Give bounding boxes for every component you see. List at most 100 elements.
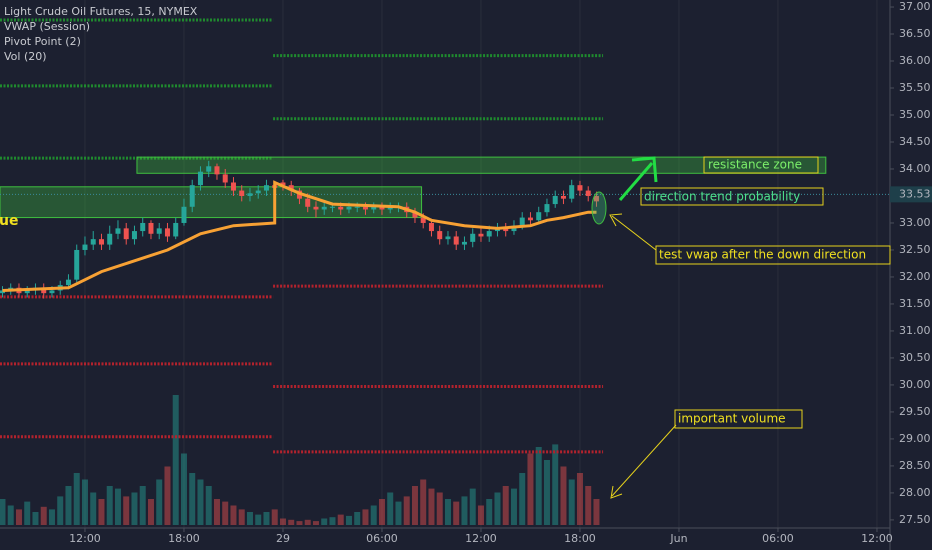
x-tick-label: 12:00 [69,532,101,545]
volume-bar [329,517,336,525]
volume-bar [411,486,418,525]
volume-bar [585,486,592,525]
zone [0,186,423,219]
volume-bar [288,519,295,525]
volume-bar [222,501,229,525]
volume-bar [279,518,286,525]
volume-bar [337,514,344,525]
candle-body [98,239,104,245]
annotation: important volume [678,412,786,426]
volume-bar [73,473,80,525]
candle-body [486,231,492,237]
candle-body [461,241,467,245]
volume-bar [189,473,196,525]
volume-bar [106,486,113,525]
volume-bar [560,466,567,525]
arrow [618,162,654,201]
volume-bar [403,496,410,525]
volume-bar [444,499,451,525]
volume-bar [387,492,394,525]
volume-bar [527,453,534,525]
arrow-head [631,156,658,183]
volume-bar [32,512,39,525]
legend-entry: Pivot Point (2) [4,35,81,48]
volume-bar [123,496,130,525]
candle-body [107,233,113,245]
y-tick-label: 29.00 [899,432,931,445]
volume-bar [477,505,484,525]
arrow [611,215,657,251]
volume-bar [510,488,517,525]
candle-body [230,182,236,191]
annotation-box [655,245,891,265]
candle-body [82,244,88,250]
volume-bar [312,521,319,525]
candle-body [445,236,451,240]
volume-bar [263,512,270,525]
candle-body [24,290,30,294]
volume-bar [576,473,583,525]
y-tick-label: 27.50 [899,513,931,526]
candle-body [519,217,525,226]
volume-bar [90,492,97,525]
candle-body [173,222,179,237]
candle-body [0,290,5,294]
plot-area [0,18,890,525]
candle-body [181,206,187,223]
candle-body [305,198,311,207]
volume-bar [535,447,542,525]
y-tick-label: 35.00 [899,108,931,121]
volume-bar [436,492,443,525]
volume-bar [238,509,245,525]
candle-body [412,212,418,218]
candle-body [569,185,575,199]
candle-body [527,217,533,221]
y-tick-label: 30.50 [899,351,931,364]
candle-body [560,195,566,199]
annotation: direction trend probability [644,190,800,204]
candle-body [239,190,245,196]
volume-bar [370,505,377,525]
volume-bar [568,479,575,525]
y-tick-label: 32.00 [899,270,931,283]
candle-body [387,206,393,210]
volume-bar [147,499,154,525]
axes: 12:00 18:00 29 06:00 12:00 18:00 Jun 06:00 12:00… [69,0,932,545]
candle-body [164,228,170,237]
annotation: ue [0,213,18,229]
volume-bar [246,512,253,525]
y-tick-label: 31.50 [899,297,931,310]
y-tick-label: 30.00 [899,378,931,391]
x-tick-label: 18:00 [168,532,200,545]
candle-body [536,212,542,221]
volume-bar [420,479,427,525]
volume-bar [395,501,402,525]
volume-bar [156,479,163,525]
volume-bar [81,479,88,525]
volume-bar [230,505,237,525]
candle-body [577,185,583,191]
volume-bar [345,515,352,525]
candle-body [453,236,459,245]
x-tick-label: 06:00 [762,532,794,545]
volume-bar [114,488,121,525]
volume-bar [15,509,22,525]
volume-bar [57,496,64,525]
vwap-line [2,180,597,292]
annotation: resistance zone [708,158,802,172]
annotations: resistance zone direction trend probabil… [0,156,891,499]
candle-body [354,206,360,208]
candle-body [90,239,96,245]
volume-bar [354,512,361,525]
candle-body [41,287,47,294]
volume-bar [48,509,55,525]
candle-body [585,190,591,196]
legend-entry: VWAP (Session) [4,20,90,33]
candle-body [189,185,195,207]
x-tick-label: Jun [669,532,687,545]
candle-body [593,195,599,202]
candle-body [288,185,294,191]
highlight-ellipse [591,191,607,225]
volume-bar [98,499,105,525]
